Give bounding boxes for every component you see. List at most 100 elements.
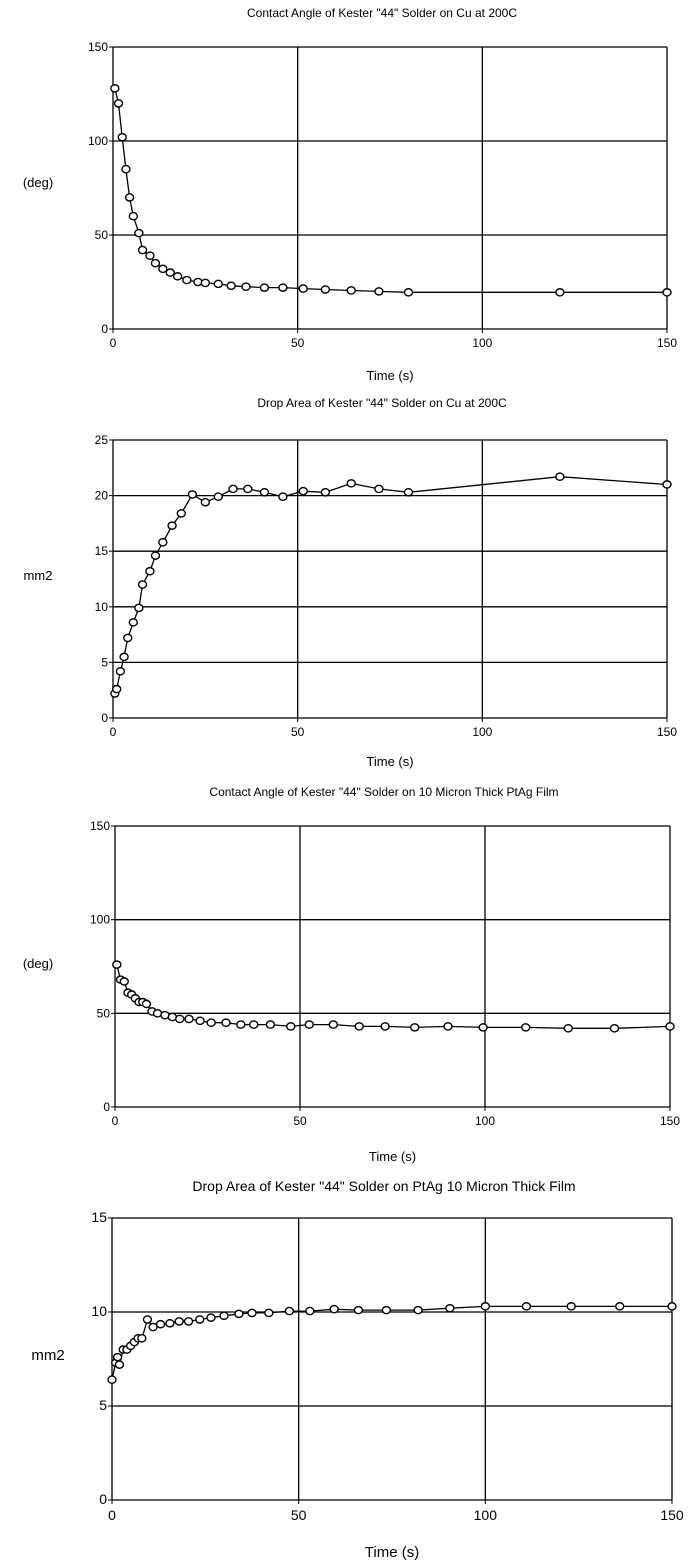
data-point bbox=[320, 487, 331, 497]
chart-2: Drop Area of Kester "44" Solder on Cu at… bbox=[24, 396, 678, 769]
data-point bbox=[141, 999, 152, 1009]
data-point bbox=[521, 1023, 531, 1032]
x-axis-label: Time (s) bbox=[369, 1149, 416, 1164]
y-tick-label: 5 bbox=[99, 1397, 107, 1413]
y-tick-label: 20 bbox=[95, 489, 109, 503]
data-point bbox=[329, 1304, 339, 1314]
data-point bbox=[114, 1360, 125, 1369]
data-point bbox=[478, 1023, 488, 1032]
data-point bbox=[107, 1375, 117, 1384]
data-point bbox=[259, 283, 270, 292]
x-axis-label: Time (s) bbox=[366, 368, 413, 383]
data-point bbox=[213, 492, 223, 502]
data-point bbox=[298, 284, 308, 293]
x-tick-label: 150 bbox=[660, 1114, 680, 1128]
data-point bbox=[305, 1306, 315, 1316]
chart-1: Contact Angle of Kester "44" Solder on C… bbox=[23, 6, 678, 383]
y-axis-label: mm2 bbox=[24, 568, 53, 583]
data-point bbox=[247, 1308, 257, 1318]
data-point bbox=[124, 193, 135, 202]
data-point bbox=[480, 1302, 491, 1311]
data-point bbox=[346, 479, 356, 488]
y-tick-label: 15 bbox=[91, 1209, 107, 1225]
data-point bbox=[403, 288, 414, 297]
data-point bbox=[234, 1309, 244, 1319]
y-tick-label: 15 bbox=[95, 544, 109, 558]
data-point bbox=[112, 1352, 123, 1362]
x-tick-label: 100 bbox=[472, 336, 492, 350]
data-point bbox=[167, 521, 177, 530]
data-point bbox=[328, 1020, 338, 1029]
chart-title: Drop Area of Kester "44" Solder on PtAg … bbox=[192, 1178, 575, 1194]
data-point bbox=[195, 1315, 205, 1324]
data-point bbox=[662, 288, 672, 297]
data-point bbox=[374, 287, 384, 296]
data-point bbox=[121, 164, 131, 174]
data-point bbox=[521, 1302, 532, 1311]
data-point bbox=[615, 1302, 625, 1311]
data-point bbox=[346, 286, 356, 295]
x-tick-label: 50 bbox=[291, 725, 305, 739]
x-tick-label: 150 bbox=[657, 336, 677, 350]
y-tick-label: 150 bbox=[90, 819, 110, 833]
data-point bbox=[249, 1020, 259, 1029]
data-point bbox=[113, 99, 124, 108]
data-point bbox=[662, 480, 672, 489]
data-point bbox=[278, 283, 288, 292]
chart-4: Drop Area of Kester "44" Solder on PtAg … bbox=[31, 1178, 684, 1561]
data-point bbox=[145, 251, 155, 260]
data-point bbox=[174, 1317, 184, 1326]
data-point bbox=[176, 509, 187, 518]
y-tick-label: 10 bbox=[95, 600, 109, 614]
data-point bbox=[284, 1306, 295, 1316]
y-tick-label: 10 bbox=[91, 1303, 107, 1319]
data-point bbox=[278, 492, 288, 502]
data-point bbox=[555, 288, 565, 297]
data-point bbox=[110, 84, 120, 93]
data-point bbox=[665, 1022, 675, 1031]
data-point bbox=[264, 1308, 274, 1318]
data-point bbox=[206, 1018, 216, 1028]
data-point bbox=[150, 551, 161, 560]
x-tick-label: 100 bbox=[472, 725, 492, 739]
y-tick-label: 50 bbox=[95, 228, 109, 242]
x-axis-label: Time (s) bbox=[366, 754, 413, 769]
data-point bbox=[445, 1303, 455, 1313]
x-tick-label: 0 bbox=[110, 336, 117, 350]
data-point bbox=[115, 666, 126, 676]
data-point bbox=[187, 490, 198, 499]
data-point bbox=[563, 1024, 573, 1033]
y-tick-label: 100 bbox=[88, 134, 108, 148]
chart-title: Contact Angle of Kester "44" Solder on 1… bbox=[209, 785, 558, 799]
y-tick-label: 50 bbox=[97, 1006, 111, 1020]
data-point bbox=[184, 1014, 194, 1024]
data-point bbox=[374, 484, 384, 494]
y-tick-label: 0 bbox=[101, 711, 108, 725]
x-tick-label: 100 bbox=[475, 1114, 495, 1128]
data-point bbox=[200, 278, 211, 288]
data-point bbox=[243, 484, 253, 494]
data-point bbox=[259, 487, 270, 497]
data-point bbox=[123, 633, 133, 643]
y-axis-label: (deg) bbox=[23, 956, 53, 971]
data-point bbox=[183, 1317, 194, 1326]
chart-title: Contact Angle of Kester "44" Solder on C… bbox=[247, 6, 517, 20]
data-point bbox=[221, 1018, 231, 1028]
chart-3: Contact Angle of Kester "44" Solder on 1… bbox=[23, 785, 681, 1164]
data-point bbox=[137, 245, 148, 255]
data-point bbox=[403, 487, 414, 497]
data-point bbox=[117, 132, 127, 142]
data-point bbox=[150, 258, 161, 268]
data-point bbox=[165, 268, 175, 277]
data-point bbox=[380, 1022, 390, 1031]
data-point bbox=[381, 1305, 392, 1315]
data-point bbox=[155, 1319, 166, 1329]
data-point bbox=[320, 285, 331, 294]
x-tick-label: 150 bbox=[657, 725, 677, 739]
x-tick-label: 150 bbox=[660, 1507, 684, 1523]
data-point bbox=[119, 977, 129, 986]
data-point bbox=[112, 960, 122, 969]
chart-title: Drop Area of Kester "44" Solder on Cu at… bbox=[257, 396, 507, 410]
y-tick-label: 5 bbox=[101, 655, 108, 669]
data-point bbox=[413, 1305, 423, 1315]
